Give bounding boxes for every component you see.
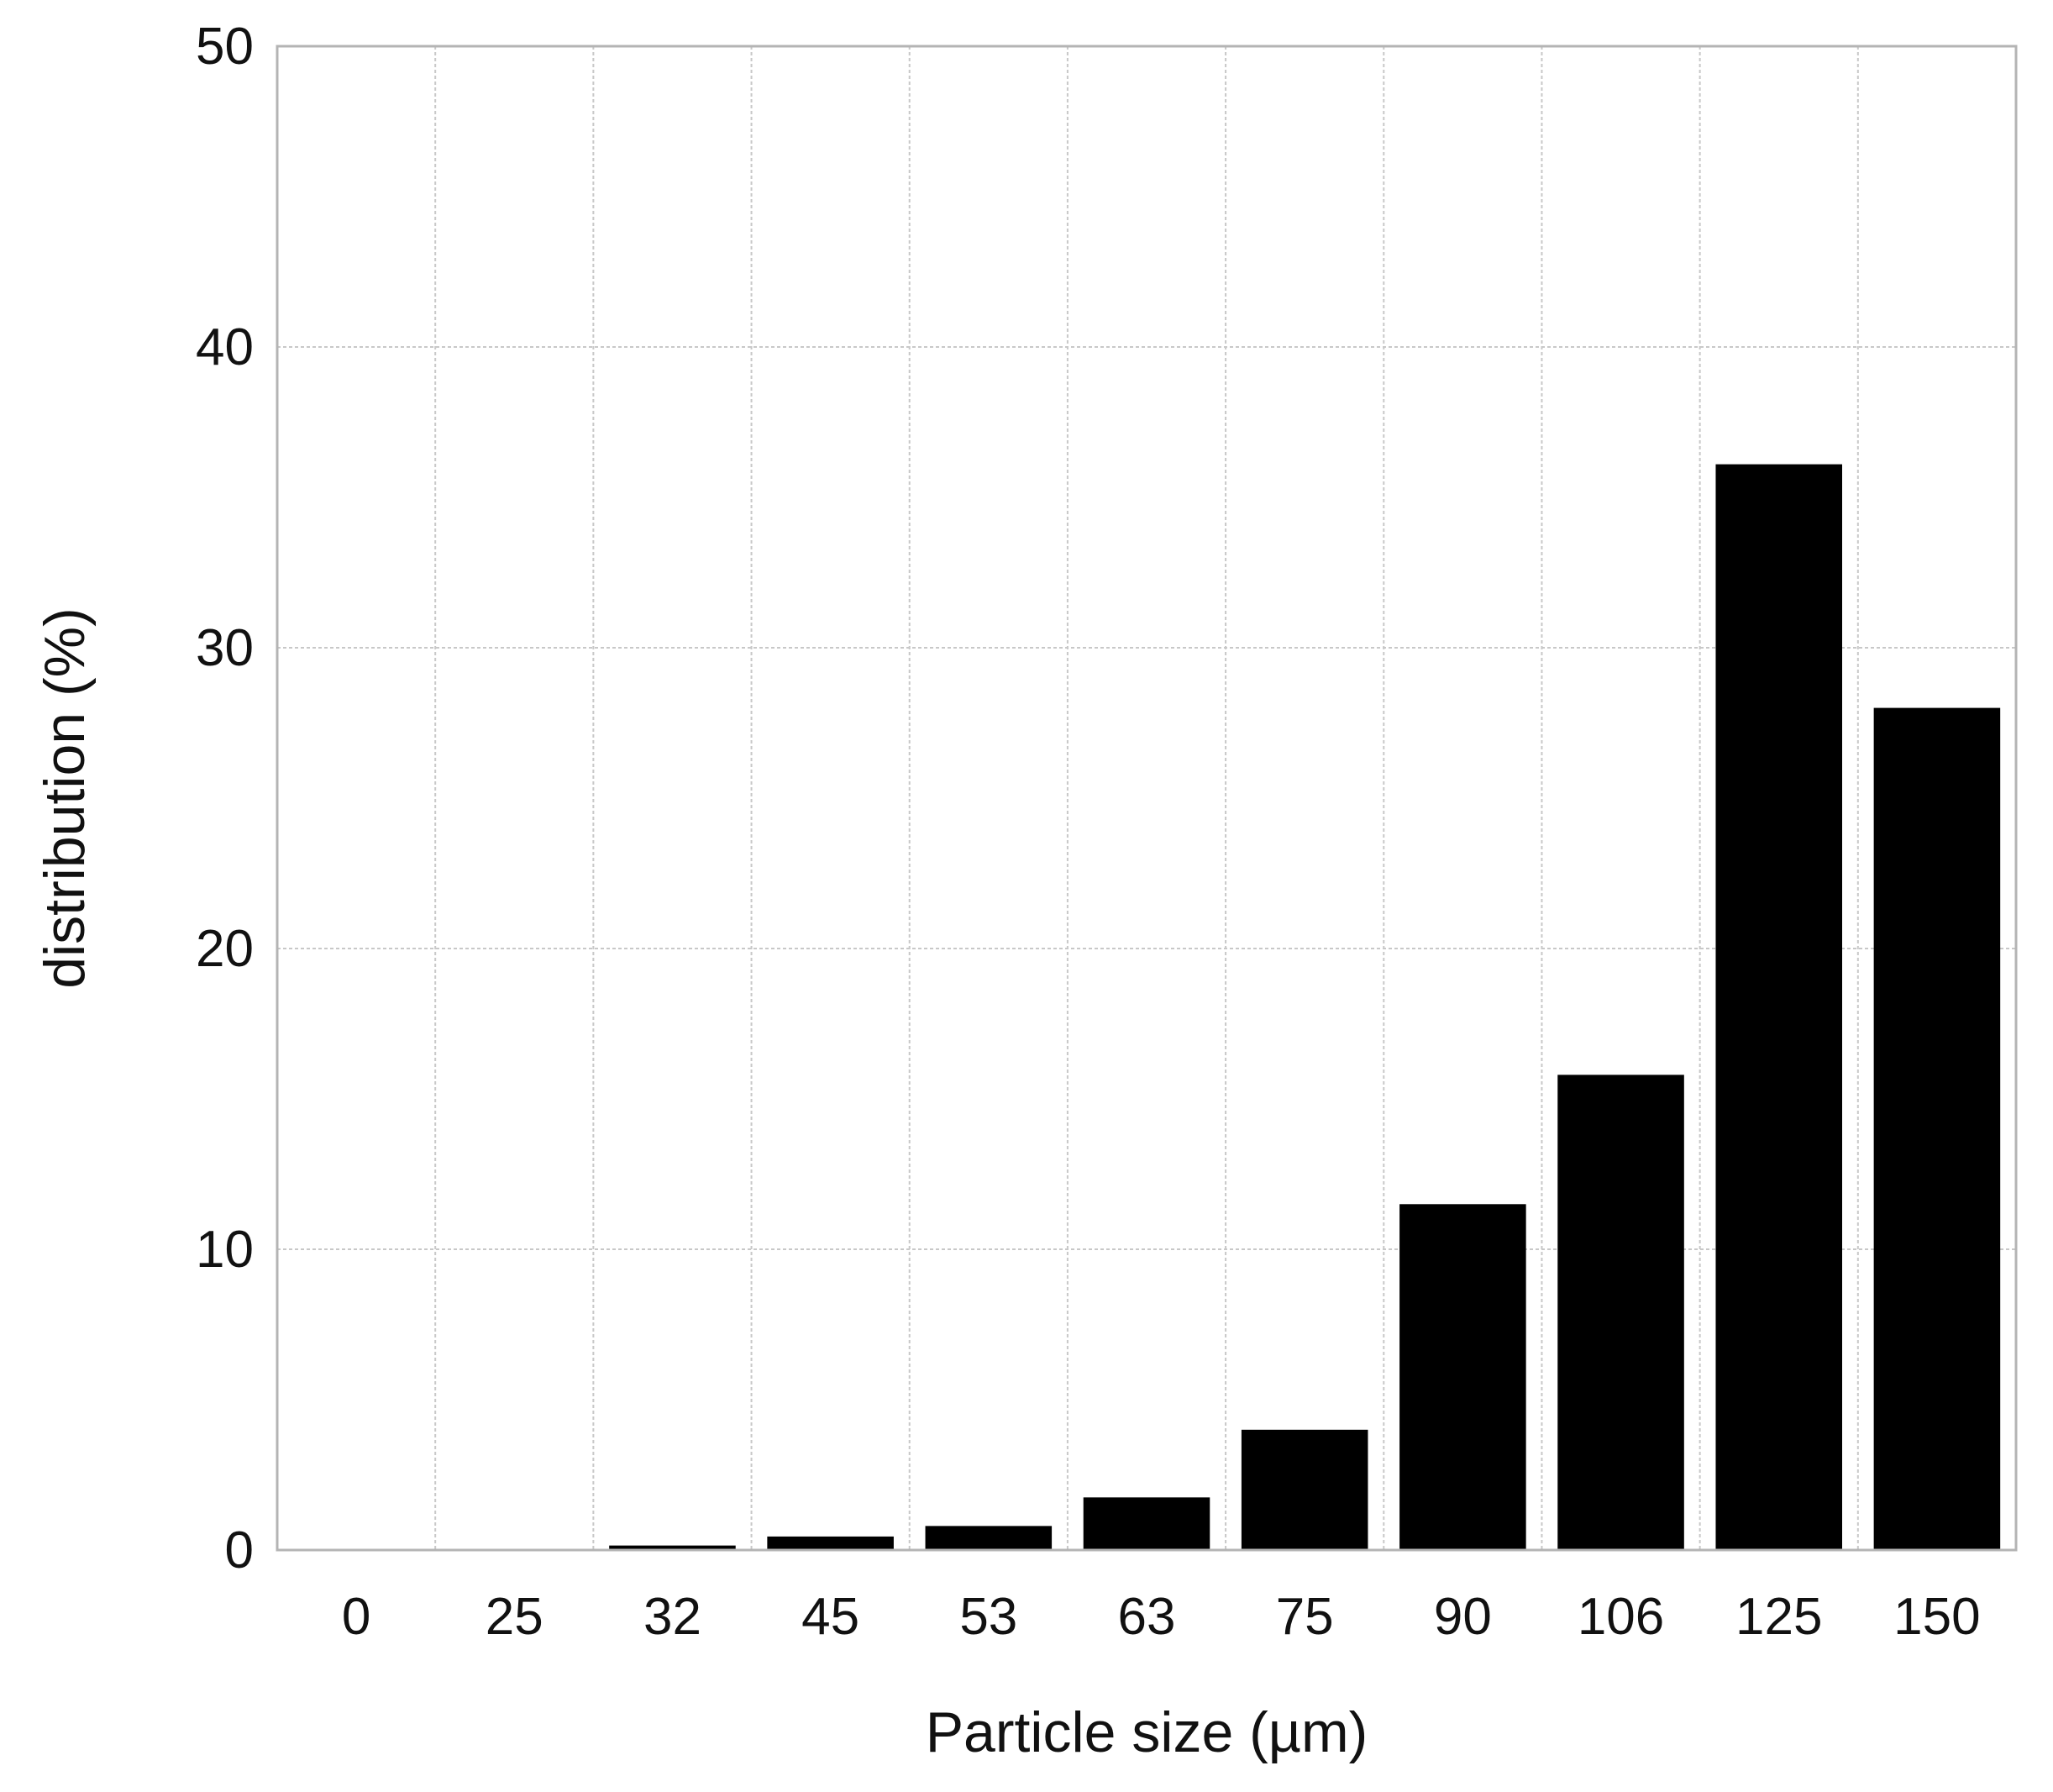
x-tick-label-125: 125 — [1735, 1588, 1822, 1646]
y-tick-label-50: 50 — [196, 18, 254, 76]
x-tick-label-150: 150 — [1893, 1588, 1980, 1646]
x-axis-label: Particle size (µm) — [926, 1700, 1368, 1764]
x-tick-label-0: 0 — [342, 1588, 370, 1646]
bar-45 — [767, 1536, 894, 1550]
x-tick-label-63: 63 — [1118, 1588, 1176, 1646]
x-tick-label-25: 25 — [486, 1588, 543, 1646]
bar-75 — [1241, 1429, 1368, 1550]
bar-32 — [609, 1545, 736, 1550]
bar-90 — [1399, 1204, 1526, 1550]
y-tick-label-30: 30 — [196, 619, 254, 677]
x-tick-label-53: 53 — [959, 1588, 1017, 1646]
plot-frame — [276, 45, 2018, 1552]
x-tick-label-32: 32 — [643, 1588, 701, 1646]
y-tick-label-10: 10 — [196, 1221, 254, 1279]
bar-53 — [925, 1526, 1053, 1550]
bar-63 — [1083, 1497, 1210, 1550]
y-tick-labels: 0 10 20 30 40 50 — [196, 18, 254, 1579]
x-tick-labels: 0 25 32 45 53 63 75 90 106 125 150 — [342, 1588, 1981, 1646]
bar-150 — [1873, 707, 2001, 1550]
y-tick-label-0: 0 — [225, 1521, 254, 1579]
bar-106 — [1557, 1075, 1684, 1550]
y-tick-label-20: 20 — [196, 920, 254, 978]
y-tick-label-40: 40 — [196, 318, 254, 376]
y-axis-label: distribution (%) — [33, 607, 97, 989]
bar-125 — [1715, 464, 1842, 1550]
x-tick-label-45: 45 — [801, 1588, 859, 1646]
x-tick-label-106: 106 — [1578, 1588, 1664, 1646]
x-tick-label-75: 75 — [1276, 1588, 1334, 1646]
x-tick-label-90: 90 — [1434, 1588, 1492, 1646]
bars — [609, 464, 2001, 1550]
